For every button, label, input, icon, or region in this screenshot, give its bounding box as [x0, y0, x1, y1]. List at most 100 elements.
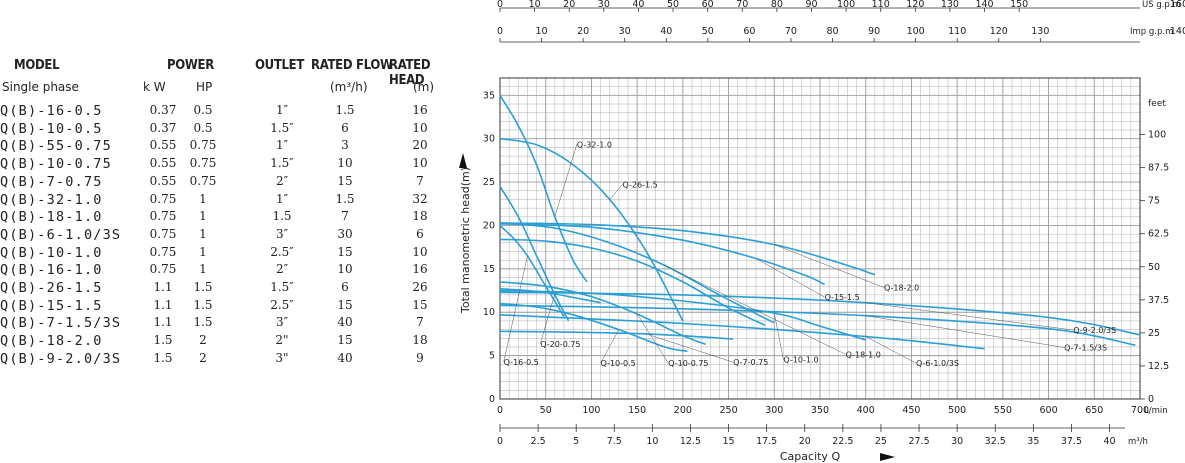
pump-curves — [499, 94, 1141, 353]
outlet-cell: 3" — [275, 350, 289, 365]
feet-tick-label: 25 — [1148, 328, 1160, 339]
subheader-hp: HP — [196, 80, 213, 94]
leader-line — [646, 333, 734, 363]
x-tick-label-m3h: 0 — [497, 436, 503, 447]
leader-line — [609, 184, 623, 200]
head-cell: 9 — [416, 350, 424, 365]
flow-cell: 30 — [337, 226, 353, 241]
imp-gpm-tick-label: 50 — [702, 26, 714, 37]
imp-gpm-unit: Imp g.p.m — [1130, 27, 1173, 37]
pump-curve — [499, 137, 684, 322]
leader-line — [865, 302, 1074, 331]
outlet-cell: 2.5″ — [270, 297, 294, 312]
model-cell: Q(B)-6-1.0/3S — [0, 226, 122, 243]
head-cell: 18 — [412, 209, 428, 224]
x-tick-label-lmin: 500 — [948, 405, 966, 416]
outlet-cell: 3″ — [275, 315, 289, 330]
head-cell: 10 — [412, 120, 428, 135]
y-tick-label: 30 — [483, 134, 495, 145]
leader-line — [774, 244, 885, 288]
hp-cell: 1 — [199, 226, 207, 241]
hp-cell: 1 — [199, 191, 207, 206]
y-tick-label: 20 — [483, 220, 495, 231]
pump-curve — [499, 222, 876, 276]
hp-cell: 1.5 — [193, 315, 213, 330]
us-gpm-tick-label: 20 — [563, 0, 575, 10]
curve-label: Q-15-1.5 — [825, 293, 860, 302]
outlet-cell: 2″ — [275, 262, 289, 277]
model-cell: Q(B)-26-1.5 — [0, 280, 103, 296]
y-axis-label: Total manometric head(m) — [459, 167, 472, 314]
us-gpm-tick-label: 130 — [941, 0, 959, 10]
flow-cell: 6 — [341, 120, 349, 135]
feet-tick-label: 75 — [1148, 196, 1160, 207]
curve-label: Q-6-1.0/3S — [916, 359, 959, 368]
kw-cell: 0.75 — [149, 262, 177, 277]
imp-gpm-tick-label: 110 — [948, 26, 966, 37]
us-gpm-tick-label: 70 — [736, 0, 748, 10]
leader-line — [774, 313, 784, 360]
flow-cell: 40 — [337, 350, 353, 365]
y-tick-label: 10 — [483, 307, 495, 318]
x-tick-label-m3h: 27.5 — [908, 436, 929, 447]
us-gpm-tick-label: 150 — [1010, 0, 1028, 10]
model-cell: Q(B)-7-0.75 — [0, 173, 103, 190]
x-tick-label-lmin: 450 — [902, 405, 920, 416]
table-row: Q(B)-32-1.0 0.75 1 1″ 1.5 32 — [0, 192, 465, 210]
curve-label: Q-7-1.5/3S — [1064, 343, 1107, 352]
curve-label: Q-10-0.75 — [668, 359, 708, 368]
table-row: Q(B)-16-0.5 0.37 0.5 1″ 1.5 16 — [0, 103, 465, 121]
table-row: Q(B)-26-1.5 1.1 1.5 1.5″ 6 26 — [0, 280, 465, 298]
outlet-cell: 2" — [275, 333, 289, 348]
hp-cell: 1 — [199, 209, 207, 224]
pump-curve — [499, 238, 766, 327]
pump-curve — [499, 302, 688, 353]
leader-line — [539, 293, 556, 345]
model-cell: Q(B)-18-2.0 — [0, 333, 103, 350]
y-tick-label: 25 — [483, 177, 495, 188]
curve-label: Q-10-0.5 — [601, 359, 636, 368]
imp-gpm-tick-label: 30 — [619, 26, 631, 37]
feet-tick-label: 37.5 — [1148, 295, 1169, 306]
imp-gpm-tick-label: 70 — [785, 26, 797, 37]
curve-label: Q-10-1.0 — [783, 356, 818, 365]
us-gpm-tick-label: 80 — [771, 0, 783, 10]
x-tick-label-m3h: 22.5 — [832, 436, 853, 447]
kw-cell: 1.1 — [153, 297, 173, 312]
curve-label: Q-16-0.5 — [504, 358, 539, 367]
feet-tick-label: 12.5 — [1148, 361, 1169, 372]
hp-cell: 1.5 — [193, 280, 213, 294]
hp-cell: 0.5 — [193, 120, 213, 135]
y-right-unit: feet — [1148, 99, 1166, 109]
x-tick-label-lmin: 650 — [1085, 405, 1103, 416]
model-cell: Q(B)-10-0.75 — [0, 156, 112, 173]
head-cell: 10 — [412, 156, 428, 171]
curve-label: Q-20-0.75 — [540, 340, 580, 349]
head-cell: 10 — [412, 244, 428, 259]
imp-gpm-tick-label: 90 — [868, 26, 880, 37]
header-model: MODEL — [14, 58, 60, 73]
us-gpm-end-label: 160 — [1170, 0, 1185, 10]
kw-cell: 0.75 — [149, 244, 177, 259]
x-tick-label-lmin: 550 — [994, 405, 1012, 416]
imp-gpm-end-label: 140 — [1170, 26, 1185, 37]
x-tick-label-m3h: 17.5 — [756, 436, 777, 447]
curve-labels: Q-32-1.0 Q-26-1.5 Q-18-2.0 Q-15-1.5 Q-18-1.0… — [503, 140, 1116, 368]
flow-cell: 6 — [341, 280, 349, 294]
leader-line — [503, 255, 528, 363]
x-tick-label-m3h: 15 — [723, 436, 735, 447]
head-cell: 26 — [412, 280, 428, 294]
us-gpm-tick-label: 100 — [837, 0, 855, 10]
us-gpm-tick-label: 10 — [529, 0, 541, 10]
x-unit-m3h: m³/h — [1128, 437, 1148, 447]
flow-cell: 10 — [337, 156, 353, 171]
pump-curve — [499, 281, 706, 346]
x-tick-label-lmin: 100 — [582, 405, 600, 416]
subheader-kw: k W — [143, 80, 166, 94]
model-cell: Q(B)-16-1.0 — [0, 262, 103, 279]
hp-cell: 1 — [199, 244, 207, 259]
x-tick-label-m3h: 20 — [799, 436, 811, 447]
kw-cell: 0.55 — [149, 156, 177, 171]
kw-cell: 1.5 — [153, 333, 173, 348]
us-gpm-tick-label: 90 — [805, 0, 817, 10]
